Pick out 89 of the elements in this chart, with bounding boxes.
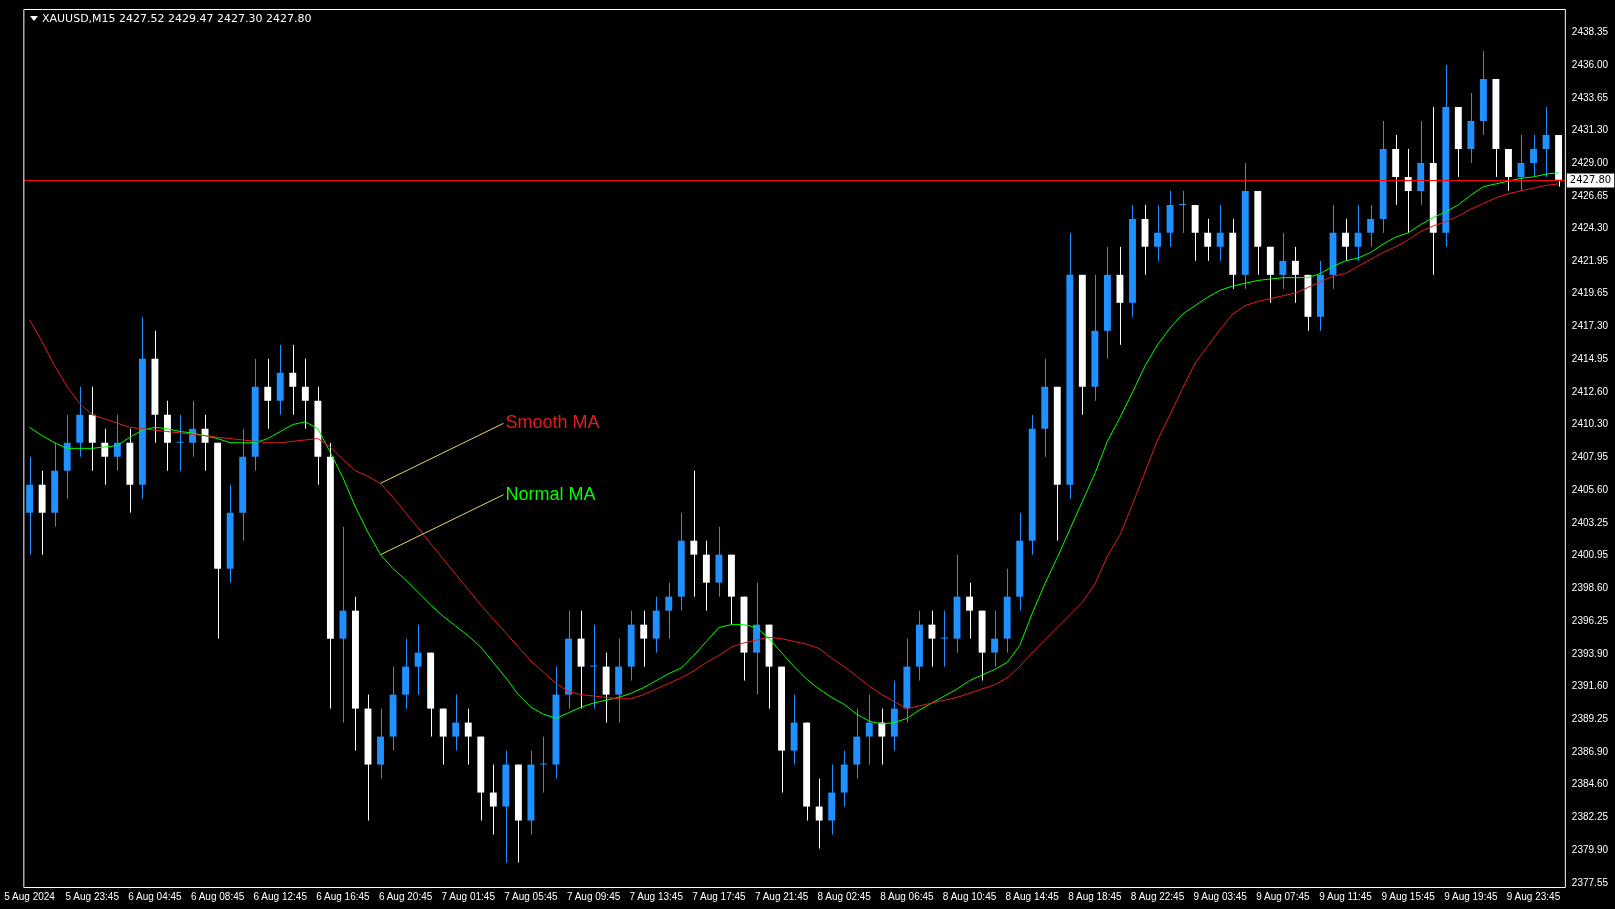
y-tick-label: 2396.25 (1571, 614, 1609, 626)
x-tick-label: 7 Aug 01:45 (441, 890, 496, 902)
candlestick (1291, 246, 1299, 304)
candlestick (540, 736, 547, 794)
candlestick (640, 610, 648, 668)
y-tick-label: 2400.95 (1571, 549, 1609, 561)
candlestick (1404, 148, 1412, 234)
candlestick (690, 470, 698, 598)
y-tick-label: 2403.25 (1571, 516, 1609, 528)
x-tick-label: 8 Aug 02:45 (817, 890, 872, 902)
candlestick (815, 778, 823, 850)
y-tick-label: 2379.90 (1571, 843, 1609, 855)
y-tick-label: 2414.95 (1571, 353, 1609, 365)
x-tick-label: 9 Aug 23:45 (1506, 890, 1561, 902)
x-tick-label: 7 Aug 05:45 (504, 890, 559, 902)
y-tick-label: 2386.90 (1571, 745, 1609, 757)
x-tick-label: 7 Aug 21:45 (754, 890, 809, 902)
x-tick-label: 8 Aug 10:45 (942, 890, 997, 902)
candlestick (941, 610, 948, 668)
x-tick-label: 9 Aug 11:45 (1319, 890, 1373, 902)
y-tick-label: 2426.65 (1571, 189, 1609, 201)
x-tick-label: 8 Aug 18:45 (1068, 890, 1123, 902)
candlestick (414, 624, 422, 696)
candlestick (1342, 218, 1349, 262)
x-tick-label: 7 Aug 13:45 (629, 890, 684, 902)
y-tick-label: 2417.30 (1571, 320, 1609, 332)
candlestick (1367, 204, 1375, 248)
x-tick-label: 8 Aug 06:45 (880, 890, 935, 902)
y-tick-label: 2412.60 (1571, 386, 1609, 398)
x-tick-label: 7 Aug 09:45 (566, 890, 621, 902)
y-tick-label: 2389.25 (1571, 712, 1609, 724)
y-tick-label: 2393.90 (1571, 647, 1609, 659)
x-tick-label: 6 Aug 12:45 (253, 890, 308, 902)
chart-title: XAUUSD,M15 2427.52 2429.47 2427.30 2427.80 (42, 12, 312, 25)
candlestick (113, 414, 121, 472)
candlestick (264, 358, 272, 430)
candlestick (1279, 232, 1287, 290)
x-tick-label: 7 Aug 17:45 (692, 890, 747, 902)
candlestick (1354, 204, 1362, 262)
x-tick-label: 9 Aug 07:45 (1256, 890, 1310, 902)
candlestick (1179, 190, 1187, 234)
candlestick (1154, 204, 1161, 262)
candlestick (452, 694, 460, 752)
ref-line-label: 2427.80 (1569, 174, 1612, 186)
x-tick-label: 6 Aug 04:45 (128, 890, 183, 902)
candlestick (1216, 204, 1224, 262)
x-tick-label: 6 Aug 20:45 (378, 890, 433, 902)
y-tick-label: 2429.00 (1571, 156, 1609, 168)
x-tick-label: 8 Aug 22:45 (1130, 890, 1185, 902)
x-tick-label: 6 Aug 08:45 (190, 890, 245, 902)
candlestick (489, 764, 497, 836)
y-tick-label: 2421.95 (1571, 255, 1609, 267)
candlestick (301, 358, 309, 430)
x-tick-label: 6 Aug 16:45 (316, 890, 371, 902)
y-tick-label: 2384.60 (1571, 777, 1609, 789)
y-tick-label: 2398.60 (1571, 582, 1609, 594)
text: Smooth MA (505, 412, 600, 433)
candlestick (201, 414, 209, 472)
candlestick (101, 428, 109, 486)
y-tick-label: 2419.65 (1571, 287, 1609, 299)
y-tick-label: 2382.25 (1571, 810, 1609, 822)
x-tick-label: 9 Aug 15:45 (1381, 890, 1436, 902)
y-tick-label: 2438.35 (1571, 25, 1609, 37)
x-tick-label: 9 Aug 19:45 (1444, 890, 1498, 902)
y-tick-label: 2391.60 (1571, 679, 1609, 691)
text: Normal MA (505, 483, 596, 504)
candlestick (289, 344, 297, 416)
y-tick-label: 2410.30 (1571, 418, 1609, 430)
candlestick (590, 624, 598, 710)
candlestick (1542, 106, 1550, 178)
y-tick-label: 2424.30 (1571, 222, 1609, 234)
x-tick-label: 9 Aug 03:45 (1193, 890, 1248, 902)
candlestick (966, 582, 973, 640)
candlestick (1530, 134, 1537, 178)
candlestick (878, 708, 886, 766)
x-tick-label: 5 Aug 23:45 (65, 890, 120, 902)
candlestick (865, 694, 873, 766)
x-tick-label: 8 Aug 14:45 (1005, 890, 1060, 902)
candlestick (464, 708, 472, 766)
candlestick (991, 610, 999, 668)
y-tick-label: 2436.00 (1571, 58, 1609, 70)
y-tick-label: 2405.60 (1571, 484, 1609, 496)
candlestick (665, 582, 673, 640)
y-tick-label: 2407.95 (1571, 451, 1609, 463)
y-tick-label: 2431.30 (1571, 124, 1609, 136)
y-tick-label: 2377.55 (1571, 876, 1609, 888)
x-tick-label: 5 Aug 2024 (4, 890, 56, 902)
y-tick-label: 2433.65 (1571, 91, 1609, 103)
candlestick (1204, 218, 1212, 262)
